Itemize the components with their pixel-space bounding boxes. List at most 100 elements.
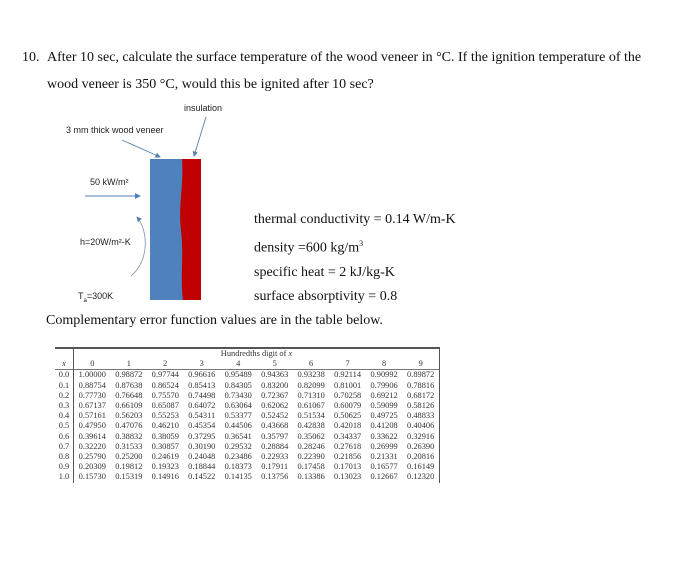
group-header: Hundredths digit of x	[73, 346, 440, 360]
table-cell: 0.17013	[334, 462, 362, 472]
table-cell: 0.58126	[402, 401, 441, 412]
table-cell: 0.15319	[115, 472, 143, 482]
wavy-boundary	[180, 159, 186, 300]
table-cell: 0.12320	[402, 472, 441, 483]
table-cell: 0.84305	[224, 380, 252, 390]
table-row: 0.3 0.67137 0.66109 0.65087 0.64072 0.63064 0.…	[55, 401, 441, 412]
density: density =600 kg/m3	[254, 239, 364, 256]
table-cell: 0.24048	[188, 452, 216, 462]
table-cell: 0.47950	[78, 421, 106, 431]
table-cell: 0.16577	[370, 462, 398, 472]
table-cell: 0.18844	[188, 462, 216, 472]
column-header: 8	[381, 359, 387, 369]
table-row: 1.0 0.15730 0.15319 0.14916 0.14522 0.14135 0.…	[55, 472, 441, 483]
row-x-value: 0.2	[55, 390, 74, 402]
table-cell: 0.55253	[151, 411, 179, 421]
table-cell: 0.65087	[151, 401, 179, 411]
question-line-2: wood veneer is 350 °C, would this be ign…	[47, 77, 374, 92]
table-cell: 0.23486	[224, 452, 252, 462]
question-number: 10.	[22, 50, 40, 65]
table-cell: 0.95489	[219, 369, 257, 381]
column-header: 4	[236, 359, 241, 369]
table-cell: 0.13756	[261, 472, 289, 482]
row-x-value: 1.0	[55, 472, 74, 483]
table-cell: 1.00000	[73, 369, 111, 381]
table-cell: 0.30857	[151, 441, 179, 451]
table-cell: 0.42838	[297, 421, 325, 431]
table-cell: 0.12667	[370, 472, 398, 482]
table-cell: 0.86524	[151, 380, 179, 390]
table-cell: 0.20816	[402, 452, 441, 463]
table-cell: 0.46210	[151, 421, 179, 431]
column-header: 0	[90, 359, 95, 369]
table-cell: 0.31533	[115, 441, 143, 451]
table-cell: 0.18373	[224, 462, 252, 472]
table-cell: 0.32220	[78, 441, 106, 451]
veneer-label: 3 mm thick wood veneer	[66, 125, 164, 135]
table-cell: 0.37295	[188, 431, 216, 441]
table-cell: 0.77730	[78, 390, 106, 400]
table-cell: 0.21856	[334, 452, 362, 462]
specific-heat: specific heat = 2 kJ/kg-K	[254, 264, 395, 280]
table-cell: 0.16149	[402, 462, 441, 473]
column-header: 1	[126, 359, 131, 369]
question-line-1: After 10 sec, calculate the surface temp…	[47, 50, 642, 65]
table-cell: 0.14916	[151, 472, 179, 482]
surface-absorptivity: surface absorptivity = 0.8	[254, 288, 398, 304]
table-cell: 0.33622	[370, 431, 398, 441]
x-header-spacer	[55, 346, 74, 360]
table-cell: 0.79906	[370, 380, 398, 390]
table-cell: 0.76648	[115, 390, 143, 400]
column-header: 3	[199, 359, 204, 369]
column-header: 5	[272, 359, 277, 369]
table-cell: 0.34337	[334, 431, 362, 441]
table-cell: 0.94363	[256, 369, 293, 381]
table-cell: 0.52452	[261, 411, 289, 421]
table-cell: 0.62062	[261, 401, 289, 411]
row-x-value: 0.9	[55, 462, 74, 473]
table-cell: 0.59099	[370, 401, 398, 411]
table-cell: 0.54311	[188, 411, 216, 421]
row-x-value: 0.1	[55, 380, 74, 391]
table-cell: 0.41208	[370, 421, 398, 431]
diagram-arrows	[85, 116, 207, 300]
table-cell: 0.78816	[402, 380, 441, 391]
table-cell: 0.26390	[402, 441, 441, 453]
table-cell: 0.96616	[183, 369, 220, 381]
table-cell: 0.44506	[224, 421, 252, 431]
ambient-temp-label: Ta=300K	[78, 291, 114, 304]
row-x-value: 0.4	[55, 411, 74, 422]
table-cell: 0.20309	[78, 462, 106, 472]
table-cell: 0.24619	[151, 452, 179, 462]
table-cell: 0.32916	[402, 431, 441, 442]
table-cell: 0.39614	[78, 431, 106, 441]
table-cell: 0.25790	[78, 452, 106, 462]
table-cell: 0.66109	[115, 401, 143, 411]
x-header: x	[55, 359, 74, 370]
table-cell: 0.92114	[329, 369, 366, 381]
row-x-value: 0.7	[55, 441, 74, 453]
column-header: 6	[309, 359, 314, 369]
table-cell: 0.25200	[115, 452, 143, 462]
table-cell: 0.19812	[115, 462, 143, 472]
table-cell: 0.29532	[224, 441, 252, 451]
table-cell: 0.69212	[370, 390, 398, 400]
table-cell: 0.50625	[334, 411, 362, 421]
table-cell: 0.60079	[334, 401, 362, 411]
table-cell: 0.82099	[297, 380, 325, 390]
table-cell: 0.17911	[261, 462, 289, 472]
table-cell: 0.27618	[334, 441, 362, 451]
thermal-conductivity: thermal conductivity = 0.14 W/m-K	[254, 212, 456, 227]
table-cell: 0.63064	[224, 401, 252, 411]
table-cell: 0.73430	[224, 390, 252, 400]
table-cell: 0.71310	[297, 390, 325, 400]
table-cell: 0.40406	[402, 421, 441, 432]
convection-arrow-icon	[130, 216, 146, 277]
table-cell: 0.64072	[188, 401, 216, 411]
table-cell: 0.14135	[224, 472, 252, 482]
veneer-diagram: insulation 3 mm thick wood veneer 50 kW/…	[0, 95, 240, 310]
row-x-value: 0.3	[55, 401, 74, 412]
table-cell: 0.36541	[224, 431, 252, 441]
